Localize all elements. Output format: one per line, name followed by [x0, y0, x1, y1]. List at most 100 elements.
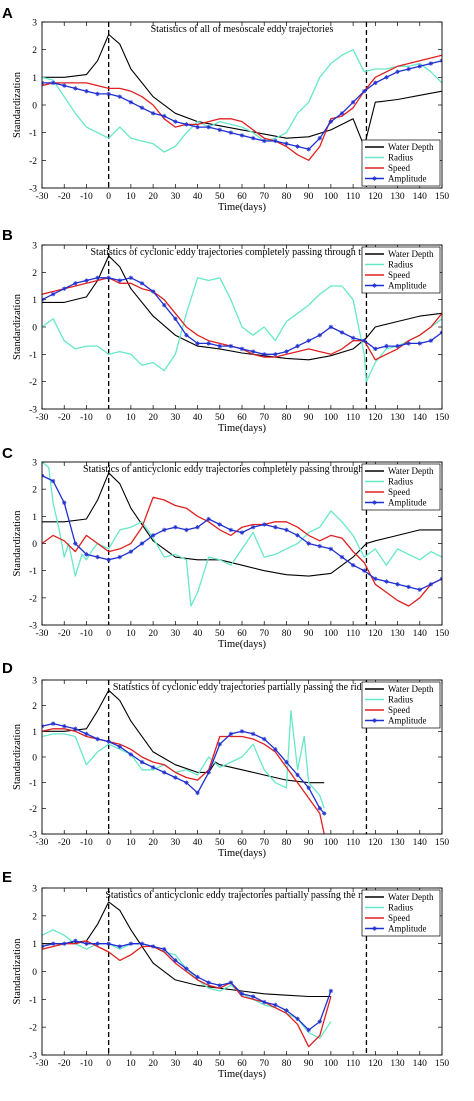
- y-tick-label: 2: [32, 912, 37, 922]
- y-axis-label: Standardization: [12, 723, 23, 790]
- marker-star-d2: [440, 331, 442, 335]
- marker-star-d2: [129, 549, 133, 554]
- marker-star-d2: [306, 785, 311, 790]
- marker-star-d2: [229, 344, 233, 348]
- x-tick-label: -10: [80, 413, 93, 423]
- x-tick-label: 80: [282, 413, 292, 423]
- legend-label: Amplitude: [388, 924, 427, 934]
- marker-star-d2: [206, 341, 211, 346]
- marker-star-d2: [106, 275, 111, 280]
- x-tick-label: 110: [346, 838, 360, 848]
- x-tick-label: 90: [304, 1059, 314, 1069]
- marker-star-d2: [273, 139, 278, 143]
- marker-star-d2: [373, 347, 378, 351]
- x-tick-label: 120: [368, 192, 383, 202]
- series-group: [42, 33, 442, 161]
- marker-star-d2: [95, 92, 100, 96]
- x-tick-label: 120: [368, 413, 383, 423]
- marker-star-d2: [329, 547, 333, 551]
- marker-star-d2: [95, 941, 100, 946]
- y-tick-label: -1: [29, 567, 37, 577]
- x-tick-label: 20: [148, 629, 158, 639]
- marker-star-d2: [42, 81, 44, 84]
- marker-star-d2: [251, 136, 255, 141]
- x-tick-label: 60: [237, 629, 247, 639]
- marker-star-d2: [395, 69, 400, 74]
- marker-star-d2: [340, 555, 344, 559]
- marker-star-d2: [51, 721, 55, 726]
- y-tick-label: 3: [32, 459, 37, 469]
- marker-star-d2: [384, 579, 389, 584]
- y-tick-label: 3: [32, 242, 37, 252]
- x-tick-label: 90: [304, 838, 314, 848]
- marker-star-d2: [184, 528, 189, 532]
- marker-star-d2: [206, 770, 211, 775]
- legend-label: Speed: [388, 705, 410, 715]
- marker-star-d2: [240, 347, 244, 351]
- chart-title: Statistics of all of mesoscale eddy traj…: [151, 24, 334, 35]
- series-group: [42, 689, 327, 834]
- legend-label: Water Depth: [388, 249, 434, 259]
- legend-label: Speed: [388, 487, 410, 497]
- marker-star-d2: [229, 130, 233, 135]
- series-line-radius: [42, 462, 442, 607]
- marker-star-d2: [362, 89, 367, 93]
- x-tick-label: 150: [435, 1059, 450, 1069]
- x-tick-label: 90: [304, 192, 314, 202]
- marker-star-d2: [362, 568, 367, 573]
- marker-star-d2: [95, 555, 100, 559]
- x-tick-label: 80: [282, 192, 292, 202]
- y-tick-label: -3: [29, 1052, 37, 1062]
- marker-star-d2: [42, 724, 44, 727]
- series-line-radius: [42, 277, 442, 383]
- chart-title: Statistics of cyclonic eddy trajectories…: [91, 247, 395, 258]
- x-tick-label: 130: [390, 1059, 405, 1069]
- chart-title: Statistics of anticyclonic eddy trajecto…: [105, 890, 379, 901]
- marker-star-d2: [240, 991, 244, 996]
- marker-star-d2: [372, 926, 377, 931]
- x-tick-label: 100: [324, 192, 339, 202]
- x-tick-label: -30: [36, 192, 49, 202]
- marker-star-d2: [322, 811, 327, 816]
- x-tick-label: 110: [346, 413, 360, 423]
- x-tick-label: -20: [58, 1059, 71, 1069]
- marker-star-d2: [262, 139, 267, 143]
- marker-star-d2: [262, 737, 267, 741]
- chart-panel-e: E Statistics of anticyclonic eddy traject…: [2, 869, 449, 1080]
- x-tick-label: 50: [215, 413, 225, 423]
- marker-star-d2: [351, 100, 355, 105]
- marker-star-d2: [62, 500, 67, 505]
- y-tick-label: 1: [32, 74, 37, 84]
- x-tick-label: 10: [126, 629, 136, 639]
- marker-star-d1: [440, 576, 442, 580]
- x-tick-label: 30: [171, 192, 181, 202]
- series-line-water-depth: [42, 33, 442, 148]
- marker-star-d2: [395, 582, 400, 587]
- marker-star-d1: [42, 475, 44, 478]
- marker-star-d2: [295, 344, 300, 348]
- x-tick-label: 100: [324, 838, 339, 848]
- series-line-water-depth: [42, 472, 442, 577]
- legend-label: Radius: [388, 260, 413, 270]
- x-tick-label: 0: [106, 1059, 111, 1069]
- panel-letter: B: [2, 227, 13, 244]
- marker-star-d2: [162, 303, 167, 307]
- marker-star-d2: [184, 966, 189, 971]
- marker-star-d1: [42, 725, 44, 729]
- marker-star-d2: [140, 941, 144, 946]
- y-tick-label: 1: [32, 940, 37, 950]
- series-line-amplitude: [42, 722, 325, 814]
- marker-star-d2: [251, 994, 255, 999]
- marker-star-d2: [95, 275, 100, 280]
- legend-label: Speed: [388, 913, 410, 923]
- series-line-speed: [42, 940, 332, 1048]
- marker-star-d2: [173, 119, 178, 124]
- x-axis-label: Time(days): [218, 848, 267, 859]
- marker-star-d2: [129, 752, 133, 757]
- marker-star-d2: [295, 533, 300, 538]
- marker-star-d2: [273, 1003, 278, 1007]
- marker-star-d2: [62, 724, 67, 729]
- marker-star-d2: [295, 144, 300, 149]
- marker-star-d2: [117, 744, 122, 749]
- marker-star-d2: [151, 111, 155, 116]
